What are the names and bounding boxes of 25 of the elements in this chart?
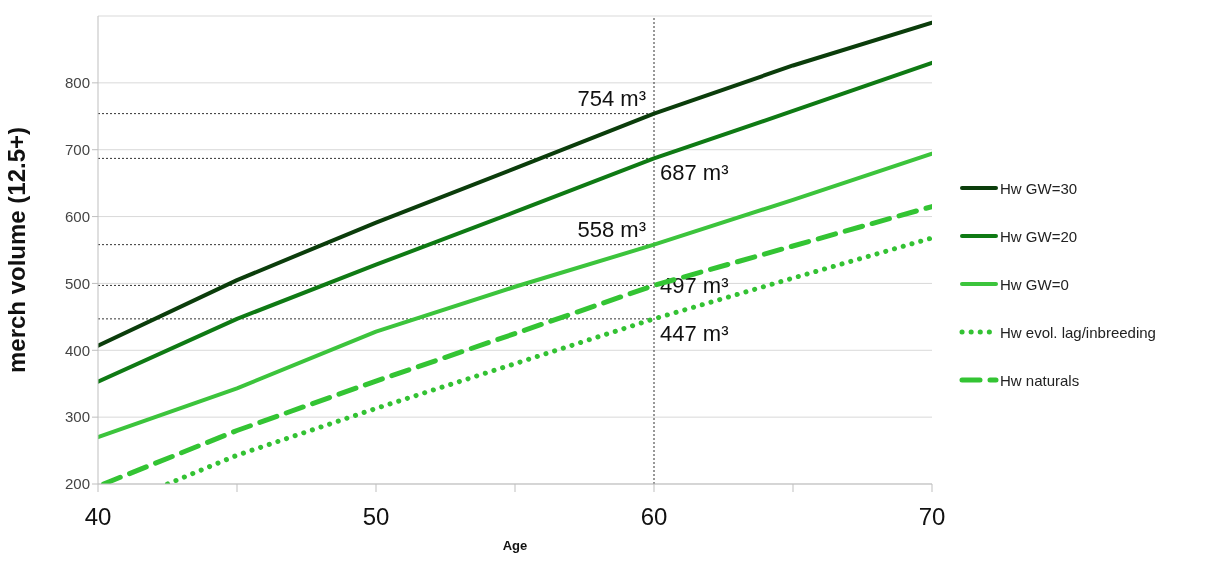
legend-label: Hw GW=30 <box>1000 179 1078 197</box>
x-tick-label: 70 <box>918 503 946 531</box>
y-tick-label: 500 <box>64 274 90 292</box>
y-tick-label: 400 <box>64 341 90 359</box>
legend-label: Hw GW=0 <box>1000 275 1069 293</box>
y-axis-title: merch volume (12.5+) <box>2 126 30 374</box>
x-tick-label: 50 <box>362 503 390 531</box>
legend-label: Hw GW=20 <box>1000 227 1078 245</box>
x-tick-label: 60 <box>640 503 668 531</box>
y-tick-label: 600 <box>64 207 90 225</box>
legend-label: Hw evol. lag/inbreeding <box>1000 323 1156 341</box>
ref-line-label: 447 m³ <box>660 320 729 346</box>
ref-line-label: 558 m³ <box>577 216 646 242</box>
x-tick-label: 40 <box>84 503 112 531</box>
line-series <box>98 20 932 348</box>
y-tick-label: 700 <box>64 141 90 159</box>
y-tick-label: 300 <box>64 408 90 426</box>
y-tick-label: 800 <box>64 74 90 92</box>
line-series <box>98 151 932 440</box>
y-tick-label: 200 <box>64 475 90 493</box>
line-series <box>98 60 932 384</box>
x-axis-title: Age <box>502 538 528 553</box>
ref-line-label: 754 m³ <box>577 85 646 111</box>
legend-label: Hw naturals <box>1000 371 1080 389</box>
ref-line-label: 687 m³ <box>660 160 729 186</box>
